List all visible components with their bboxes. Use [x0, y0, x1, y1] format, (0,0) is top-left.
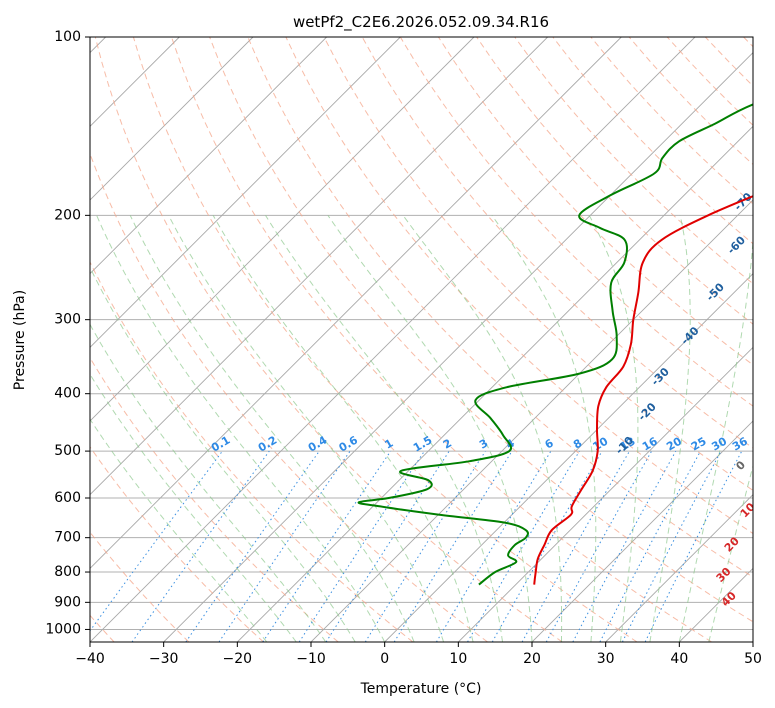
y-tick-label: 600 — [54, 490, 81, 506]
y-tick-label: 700 — [54, 530, 81, 546]
moist-adiabat-line — [90, 266, 356, 642]
y-axis: 1000 900 800 700 600 500 400 300 200 100 — [45, 29, 90, 637]
x-axis-label: Temperature (°C) — [360, 681, 482, 697]
chart-title: wetPf2_C2E6.2026.052.09.34.R16 — [293, 13, 549, 32]
x-tick-label: 30 — [597, 651, 615, 667]
moist-adiabat-line — [588, 215, 639, 642]
moist-adiabat-line — [327, 215, 533, 642]
x-tick-label: 10 — [449, 651, 467, 667]
isotherm-line — [90, 37, 548, 496]
y-tick-label: 300 — [54, 312, 81, 328]
mixing-ratio-line — [262, 450, 392, 642]
y-tick-label: 200 — [54, 207, 81, 223]
y-tick-label: 800 — [54, 564, 81, 580]
isotherm-line — [458, 346, 753, 642]
isotherm-line — [163, 52, 753, 642]
dry-adiabat-label: -90 — [772, 102, 775, 125]
moist-adiabat-line — [129, 215, 415, 642]
x-tick-label: 50 — [744, 651, 762, 667]
mixing-ratio-line — [218, 450, 351, 642]
moist-adiabat-line — [649, 215, 691, 642]
x-tick-label: 20 — [523, 651, 541, 667]
dry-adiabat-line — [90, 260, 414, 642]
plot-frame — [89, 36, 754, 643]
background-lines — [90, 37, 753, 642]
dry-adiabat-line — [90, 446, 264, 642]
temperature-profile — [533, 195, 753, 585]
mixing-ratio-line — [435, 450, 552, 642]
isotherm-line — [531, 420, 753, 642]
mixing-ratio-line — [364, 450, 486, 642]
isotherm-line — [605, 494, 753, 642]
moist-adiabat-line — [90, 323, 327, 642]
isotherm-line — [237, 125, 753, 642]
y-tick-label: 500 — [54, 443, 81, 459]
mixing-ratio-line — [185, 450, 320, 642]
y-tick-label: 900 — [54, 594, 81, 610]
x-tick-label: −10 — [296, 651, 326, 667]
isotherm-line — [90, 37, 327, 275]
isotherm-line — [90, 37, 622, 569]
dry-adiabat-line — [285, 37, 753, 535]
x-tick-label: −30 — [149, 651, 179, 667]
plot-background — [90, 37, 753, 642]
isotherm-line — [90, 37, 475, 422]
y-tick-label: 400 — [54, 386, 81, 402]
dry-adiabat-line — [209, 37, 753, 623]
mixing-ratio-line — [325, 450, 450, 642]
moist-adiabat-line — [212, 215, 474, 642]
mixing-ratio-line — [393, 450, 513, 642]
isotherm-line — [90, 37, 401, 348]
dry-adiabat-line — [476, 37, 753, 325]
dry-adiabat-line — [171, 37, 712, 642]
mixing-ratio-line — [599, 450, 701, 642]
dry-adiabat-label: -80 — [754, 149, 775, 172]
dry-adiabat-line — [323, 37, 753, 491]
dry-adiabat-line — [247, 37, 753, 578]
isotherm-line — [90, 37, 254, 201]
dry-adiabat-line — [132, 37, 638, 642]
moist-adiabat-line — [678, 235, 753, 642]
moist-adiabat-line — [491, 215, 597, 642]
isotherm-line — [752, 641, 753, 642]
dry-adiabat-line — [94, 37, 563, 642]
moist-adiabat-line — [90, 418, 268, 642]
isotherm-line — [384, 273, 753, 642]
mixing-ratio-line — [298, 450, 425, 642]
x-tick-label: 0 — [380, 651, 389, 667]
isotherm-line — [90, 37, 696, 642]
x-tick-label: 40 — [670, 651, 688, 667]
y-tick-label: 1000 — [45, 621, 81, 637]
moist-adiabat-line — [265, 215, 503, 642]
dry-adiabat-line — [514, 37, 753, 285]
x-axis: −40 −30 −20 −10 0 10 20 30 40 50 — [75, 642, 762, 667]
mixing-ratio-line — [572, 450, 677, 642]
y-axis-label: Pressure (hPa) — [12, 290, 28, 390]
dewpoint-profile — [357, 103, 753, 586]
moist-adiabat-line — [402, 215, 563, 642]
moist-adiabat-line — [96, 215, 386, 642]
y-tick-label: 100 — [54, 29, 81, 45]
profiles — [357, 103, 753, 586]
x-tick-label: −20 — [223, 651, 253, 667]
moist-adiabat-line — [90, 373, 297, 642]
x-tick-label: −40 — [75, 651, 105, 667]
